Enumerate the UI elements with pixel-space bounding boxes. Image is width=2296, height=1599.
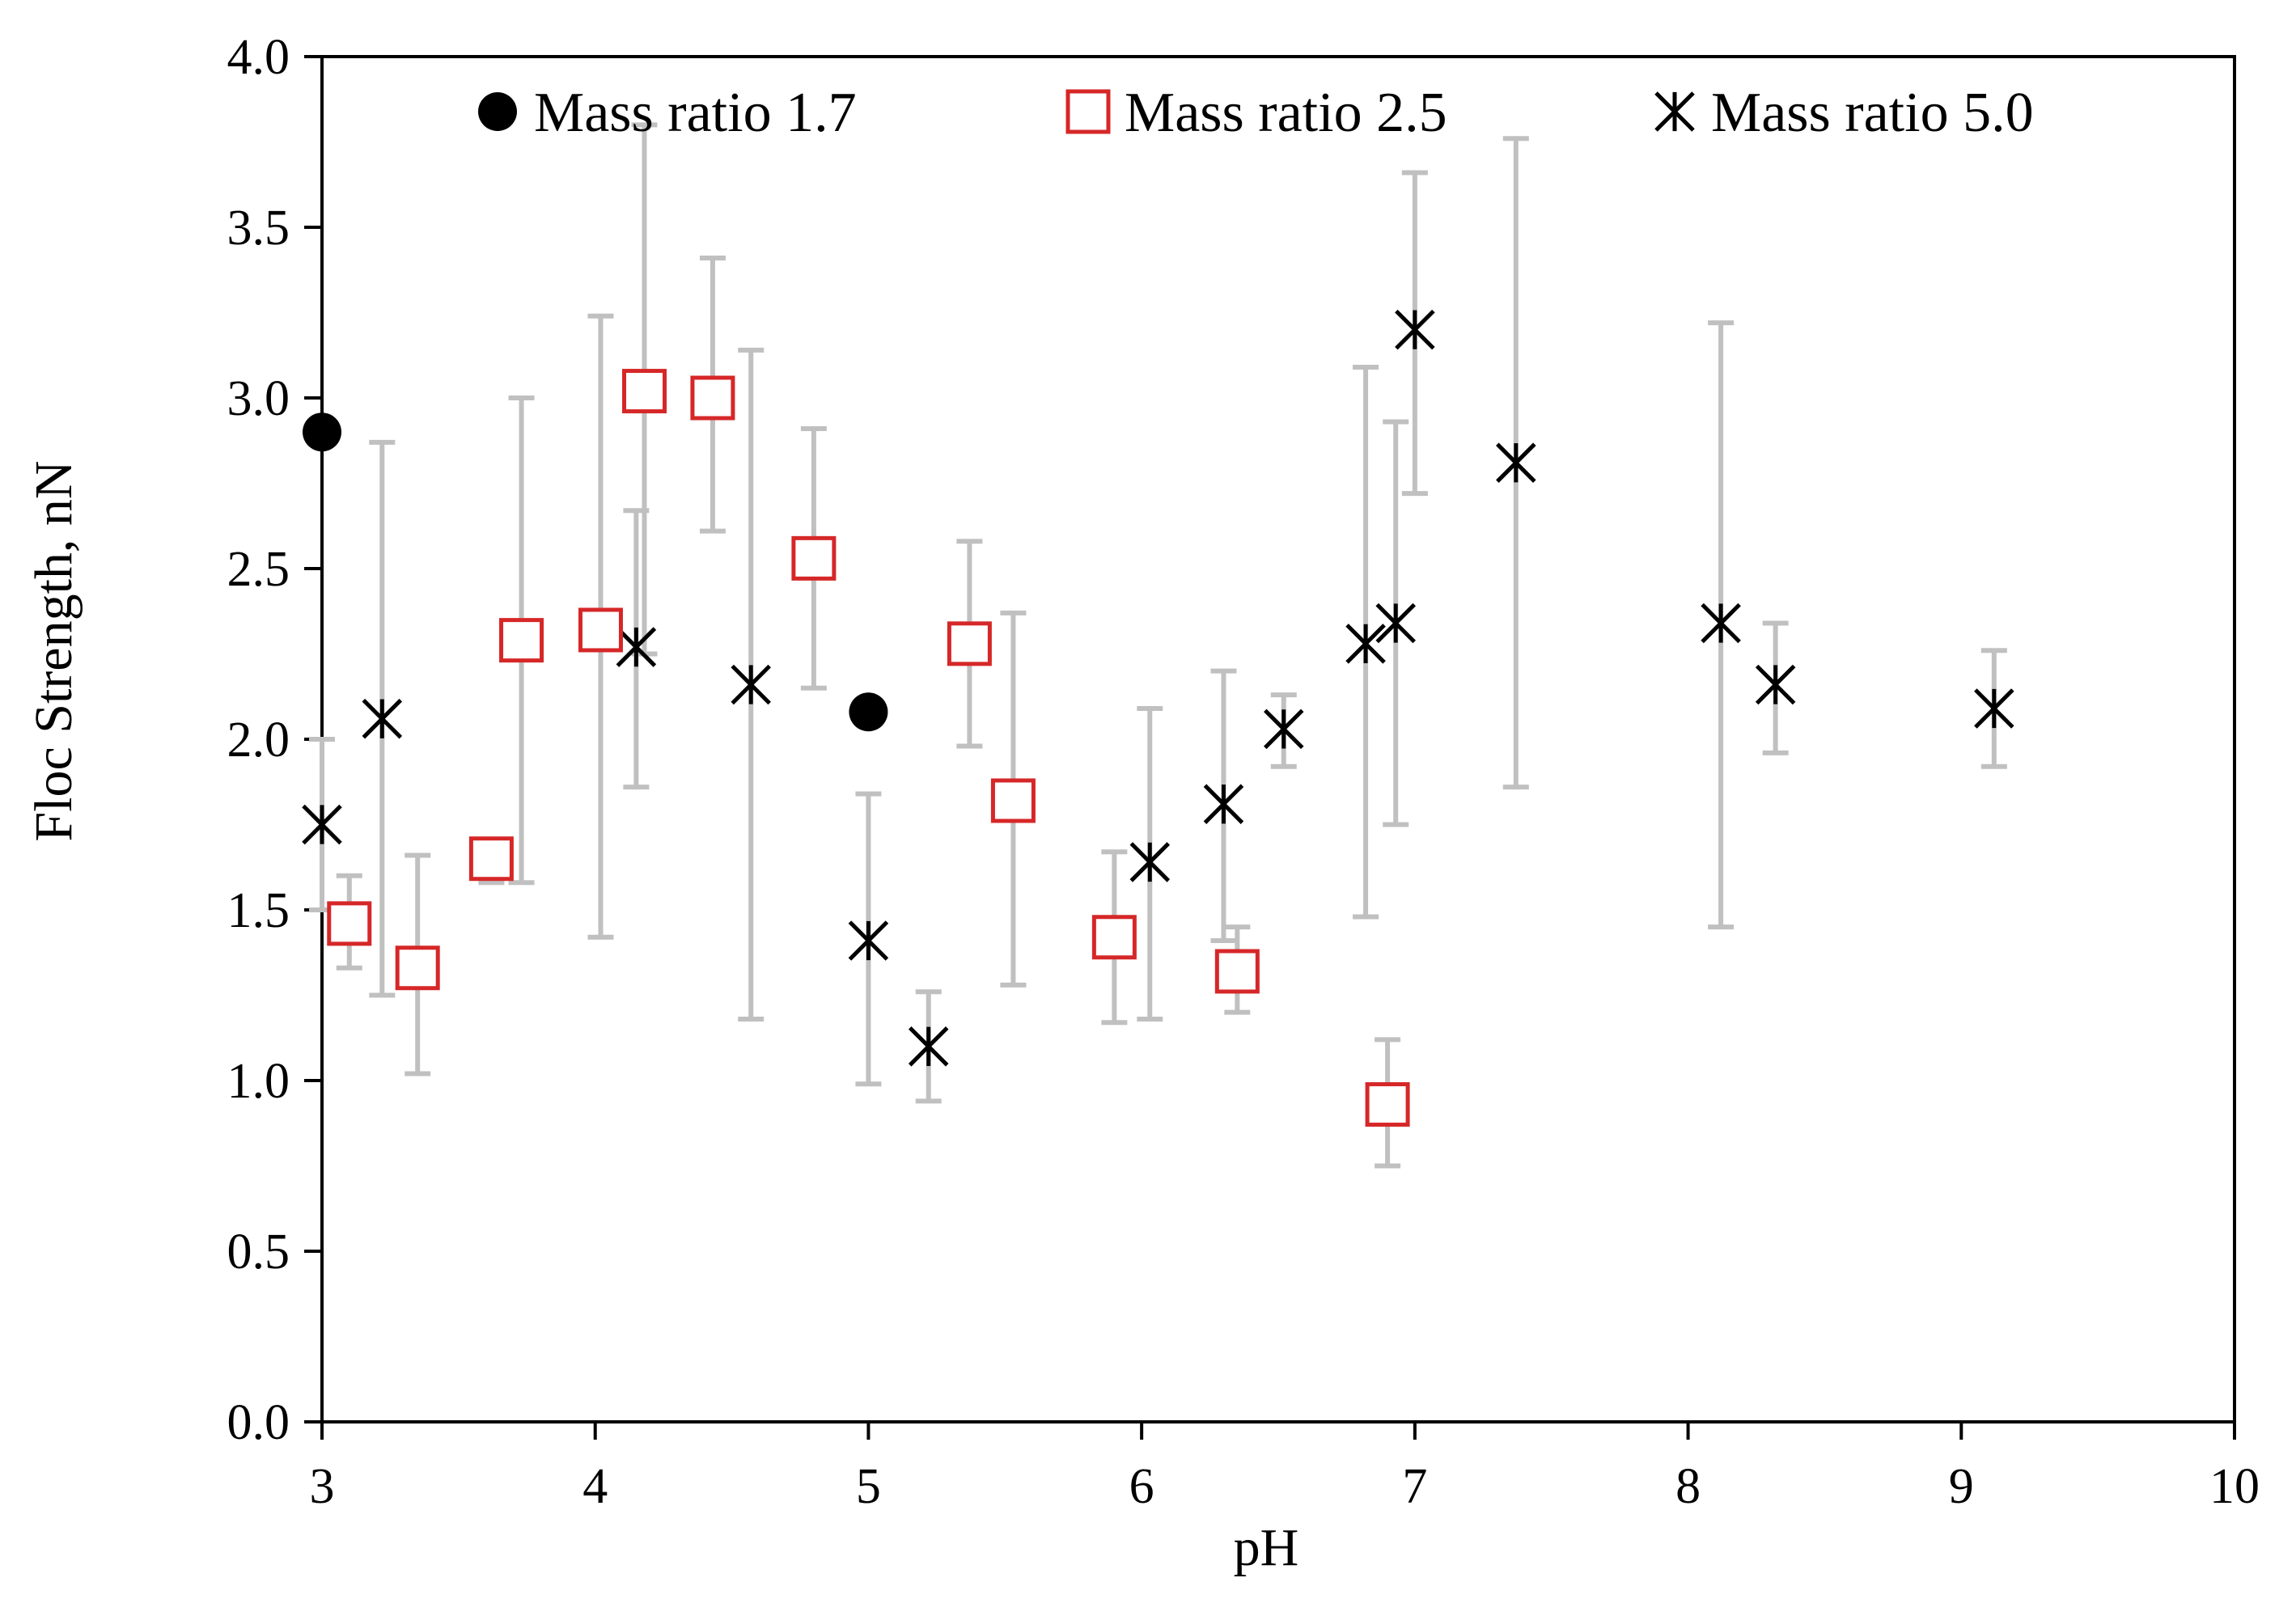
data-point — [468, 836, 514, 882]
data-point — [690, 375, 735, 421]
data-point — [622, 369, 667, 414]
y-tick-label: 4.0 — [227, 30, 290, 85]
x-tick-label: 5 — [856, 1459, 881, 1514]
x-tick-label: 9 — [1949, 1459, 1974, 1514]
data-point — [1496, 442, 1536, 483]
legend-marker — [1065, 89, 1111, 134]
y-tick-label: 1.5 — [227, 883, 290, 938]
data-point — [395, 945, 440, 991]
x-axis-ticks: 3 4 5 6 7 8 9 10 — [310, 1422, 2260, 1514]
legend-marker — [478, 92, 517, 131]
x-tick-label: 4 — [582, 1459, 608, 1514]
data-point — [1345, 624, 1386, 664]
data-point — [302, 804, 342, 845]
y-tick-label: 2.5 — [227, 542, 290, 597]
data-point — [791, 535, 837, 581]
legend-item: Mass ratio 1.7 — [478, 82, 857, 144]
y-tick-label: 2.0 — [227, 713, 290, 768]
data-point — [1365, 1082, 1410, 1127]
data-point — [908, 1026, 949, 1067]
data-point — [1129, 842, 1171, 882]
data-point — [362, 698, 403, 739]
y-tick-label: 0.5 — [227, 1225, 290, 1280]
plot-area-border — [320, 55, 2236, 1423]
x-axis-title: pH — [1234, 1518, 1299, 1577]
plot-frame — [320, 55, 2236, 1423]
legend: Mass ratio 1.7 Mass ratio 2.5 Mass ratio 5… — [478, 82, 2034, 144]
data-point — [1091, 915, 1137, 960]
data-point — [1701, 603, 1741, 644]
y-tick-label: 3.5 — [227, 201, 290, 256]
data-point — [1203, 784, 1244, 824]
legend-item: Mass ratio 5.0 — [1654, 82, 2034, 144]
data-point — [578, 607, 623, 653]
y-tick-label: 0.0 — [227, 1395, 290, 1450]
data-point — [849, 692, 888, 732]
data-point — [1214, 949, 1260, 994]
y-axis-title: Floc Strength, nN — [24, 460, 83, 841]
legend-marker — [1654, 91, 1695, 132]
data-point — [1974, 688, 2014, 729]
data-point — [990, 778, 1036, 823]
data-point — [1395, 309, 1435, 350]
x-tick-label: 7 — [1402, 1459, 1427, 1514]
data-point — [1755, 664, 1796, 705]
x-tick-label: 8 — [1675, 1459, 1701, 1514]
y-axis-ticks: 0.0 0.5 1.0 1.5 2.0 2.5 3.0 3.5 4.0 — [227, 30, 322, 1450]
data-point — [1263, 709, 1304, 750]
legend-label: Mass ratio 1.7 — [534, 82, 857, 144]
data-point — [848, 920, 889, 961]
data-point — [327, 901, 372, 946]
x-tick-label: 3 — [310, 1459, 335, 1514]
legend-item: Mass ratio 2.5 — [1065, 82, 1447, 144]
x-tick-label: 6 — [1129, 1459, 1154, 1514]
data-point — [616, 627, 657, 667]
data-markers — [302, 309, 2014, 1127]
legend-label: Mass ratio 5.0 — [1711, 82, 2034, 144]
legend-label: Mass ratio 2.5 — [1125, 82, 1447, 144]
data-point — [1375, 603, 1416, 644]
data-point — [499, 618, 544, 663]
y-tick-label: 1.0 — [227, 1054, 290, 1109]
y-tick-label: 3.0 — [227, 371, 290, 426]
data-point — [731, 664, 771, 705]
x-tick-label: 10 — [2209, 1459, 2260, 1514]
data-point — [947, 621, 992, 666]
error-bars — [309, 122, 2007, 1169]
data-point — [303, 412, 341, 452]
